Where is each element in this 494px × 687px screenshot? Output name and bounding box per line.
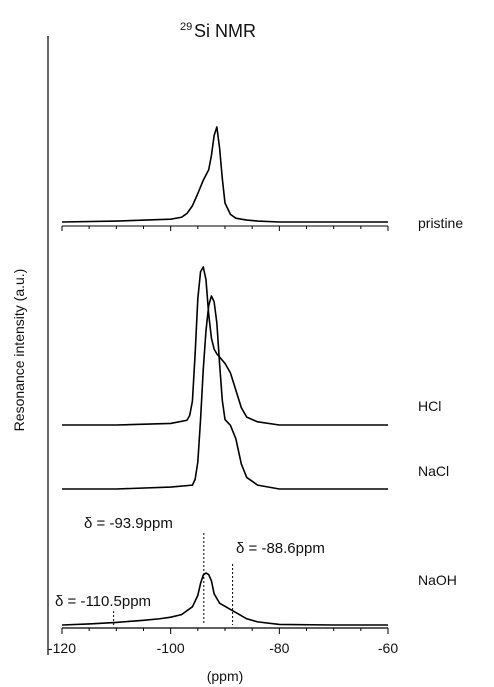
x-axis-label: (ppm) [207, 668, 244, 684]
title-text: Si NMR [194, 21, 256, 41]
x-tick-label: -100 [157, 640, 185, 656]
annotation-lines [113, 533, 234, 625]
title-superscript: 29 [180, 21, 192, 33]
series-label-hcl: HCl [418, 398, 441, 414]
top-panel-ticks [61, 226, 389, 231]
annotation-label: δ = -110.5ppm [55, 593, 151, 610]
series-labels: pristine HCl NaCl NaOH [418, 215, 463, 588]
series-label-pristine: pristine [418, 215, 463, 231]
annotation-texts: δ = -93.9ppm δ = -88.6ppm δ = -110.5ppm [55, 515, 325, 610]
x-tick-labels: -120 -100 -80 -60 [48, 640, 398, 656]
x-ticks [61, 628, 389, 634]
series-line-nacl [62, 295, 388, 490]
series-line-pristine [61, 126, 388, 223]
series-label-naoh: NaOH [418, 572, 457, 588]
annotation-label: δ = -88.6ppm [236, 540, 325, 557]
series-line-hcl [62, 266, 388, 426]
x-tick-label: -120 [48, 640, 76, 656]
y-axis-label: Resonance intensity (a.u.) [11, 269, 27, 432]
chart-title: 29 Si NMR [180, 21, 256, 41]
x-tick-label: -80 [269, 640, 289, 656]
x-tick-label: -60 [378, 640, 398, 656]
series-line-naoh [61, 572, 388, 626]
series-lines [61, 126, 388, 626]
annotation-label: δ = -93.9ppm [84, 515, 173, 532]
series-label-nacl: NaCl [418, 463, 449, 479]
